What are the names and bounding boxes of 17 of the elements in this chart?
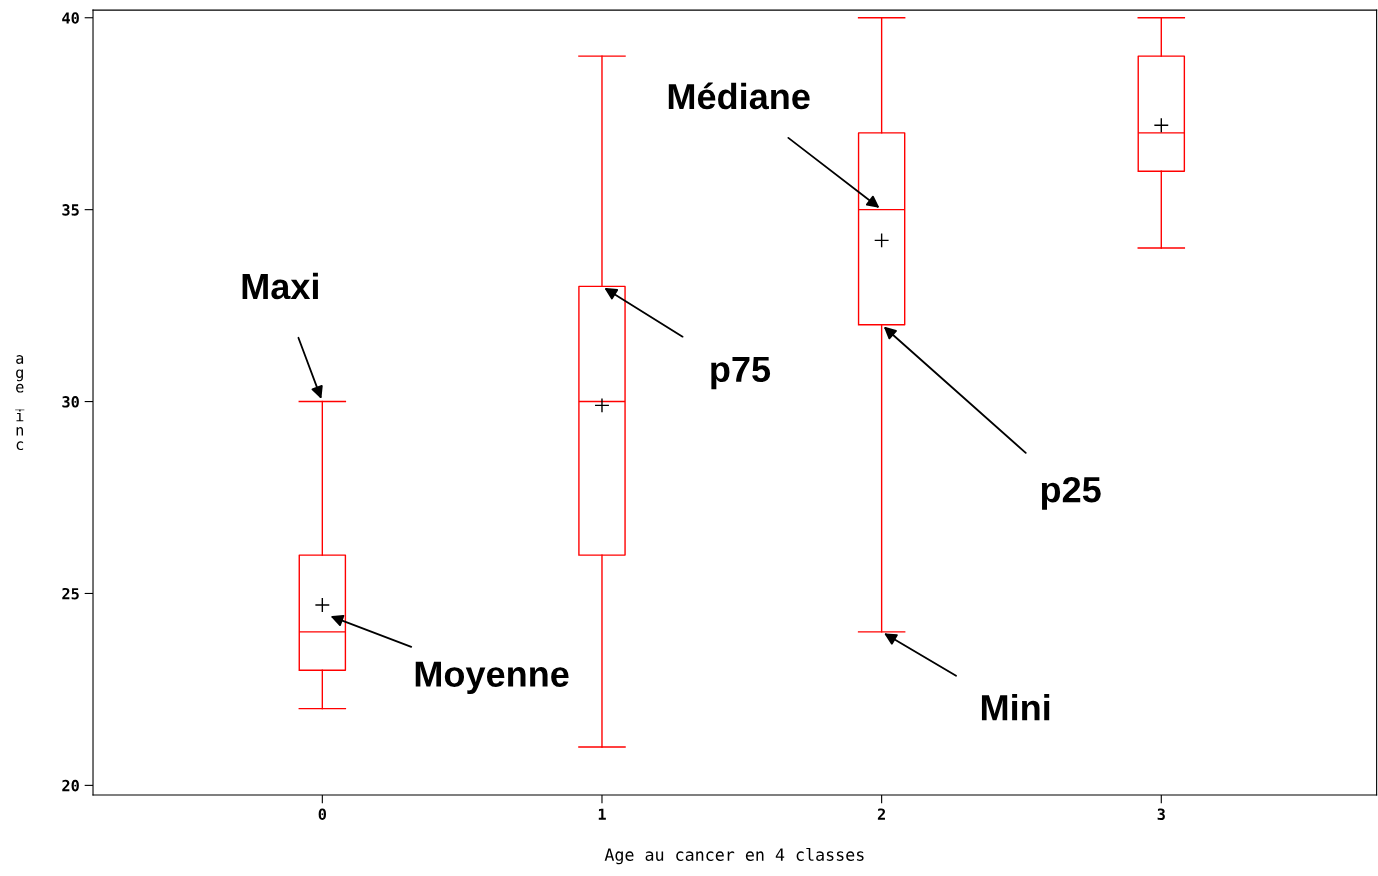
y-axis-title: age_inc: [15, 355, 25, 451]
annotation: p25: [1041, 476, 1101, 510]
y-tick-label: 25: [62, 587, 79, 600]
annotation: p75: [711, 356, 771, 390]
y-tick-label: 40: [62, 12, 79, 24]
y-tick-label: 30: [62, 396, 79, 408]
annotation: Moyenne: [415, 661, 569, 695]
x-tick-label: 1: [598, 808, 606, 820]
annotation: Mini: [981, 694, 1050, 721]
x-tick-label: 3: [1157, 808, 1165, 820]
x-axis-title: Age au cancer en 4 classes: [604, 847, 864, 865]
y-tick-label: 35: [62, 204, 79, 216]
annotation: Médiane: [668, 82, 810, 110]
annotation: Maxi: [242, 272, 318, 300]
x-tick-label: 0: [318, 808, 327, 820]
y-tick-label: 20: [62, 779, 79, 792]
x-tick-label: 2: [877, 808, 885, 820]
